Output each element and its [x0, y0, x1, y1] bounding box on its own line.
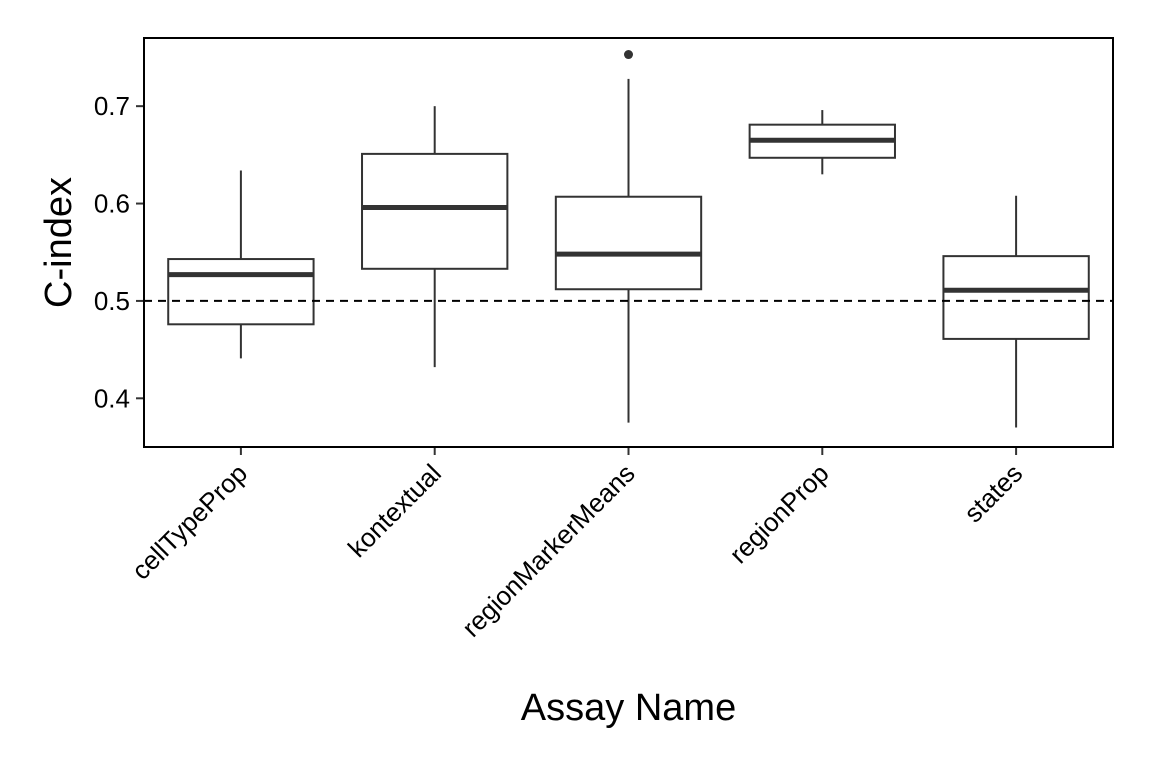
x-tick-label: cellTypeProp	[126, 458, 254, 586]
x-tick-label: states	[958, 458, 1028, 528]
box-states	[942, 195, 1090, 428]
outlier-point	[624, 50, 633, 60]
box-iqr	[361, 152, 509, 270]
box-cellTypeProp	[167, 170, 315, 359]
x-axis: cellTypeProp kontextual regionMarkerMeans r…	[126, 447, 1028, 643]
panel-border	[143, 37, 1114, 448]
boxes-layer	[167, 50, 1090, 428]
y-axis: 0.4 0.5 0.6 0.7	[94, 91, 144, 413]
box-iqr	[167, 258, 315, 326]
y-tick-label: 0.6	[94, 189, 130, 219]
box-iqr	[942, 255, 1090, 340]
x-tick-label: kontextual	[342, 458, 447, 563]
y-tick-label: 0.5	[94, 286, 130, 316]
x-tick-label: regionProp	[723, 458, 834, 569]
box-regionMarkerMeans	[554, 50, 703, 423]
box-regionProp	[748, 110, 896, 175]
box-kontextual	[361, 106, 509, 368]
y-tick-label: 0.7	[94, 91, 130, 121]
y-axis-title: C-index	[38, 177, 80, 308]
y-tick-label: 0.4	[94, 383, 130, 413]
x-axis-title: Assay Name	[521, 687, 736, 729]
box-iqr	[554, 195, 703, 291]
x-tick-label: regionMarkerMeans	[456, 458, 641, 643]
